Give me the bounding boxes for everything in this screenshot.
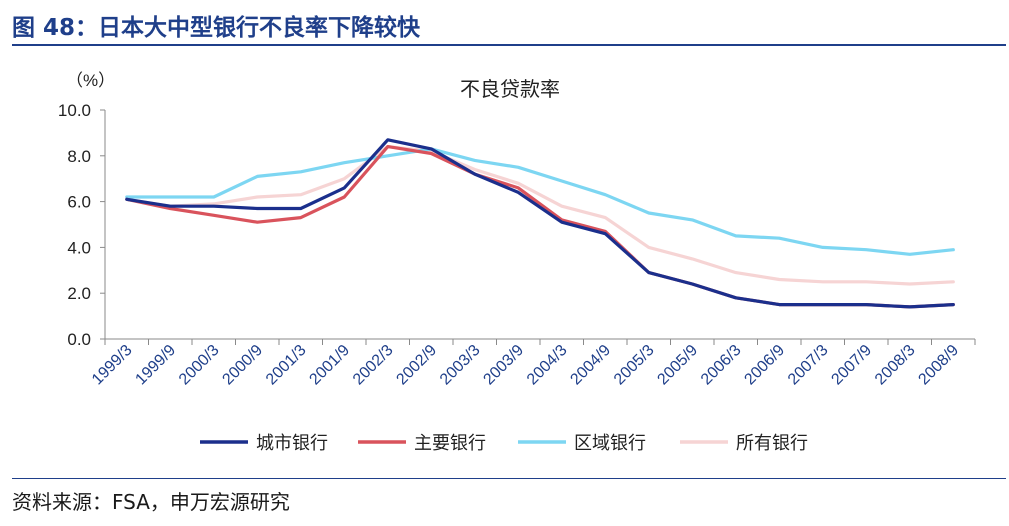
x-tick-label: 2001/9 (306, 342, 353, 389)
x-tick-label: 1999/9 (132, 342, 179, 389)
x-tick-label: 2000/9 (219, 342, 266, 389)
x-tick-label: 2002/3 (350, 342, 397, 389)
x-tick-label: 1999/3 (89, 342, 136, 389)
x-tick-label: 2005/9 (654, 342, 701, 389)
y-tick-label: 0.0 (67, 330, 91, 349)
x-tick-label: 2008/9 (915, 342, 962, 389)
x-tick-label: 2003/3 (437, 342, 484, 389)
source-rule (12, 478, 1006, 479)
legend-label: 城市银行 (256, 433, 328, 454)
series-line-3 (125, 147, 955, 256)
source-note: 资料来源：FSA，申万宏源研究 (12, 490, 290, 514)
legend: 城市银行 主要银行 区域银行 所有银行 (200, 433, 808, 454)
x-tick-label: 2008/3 (872, 342, 919, 389)
x-tick-label: 2006/9 (741, 342, 788, 389)
y-tick-label: 8.0 (67, 147, 91, 166)
x-tick-label: 2005/3 (611, 342, 658, 389)
x-tick-label: 2007/3 (785, 342, 832, 389)
x-tick-label: 2001/3 (263, 342, 310, 389)
title-rule (12, 44, 1006, 46)
legend-label: 所有银行 (736, 433, 808, 454)
y-tick-label: 2.0 (67, 284, 91, 303)
y-tick-label: 10.0 (58, 101, 91, 120)
chart-title: 不良贷款率 (460, 77, 560, 101)
y-unit-label: （%） (66, 71, 115, 90)
x-tick-label: 2006/3 (698, 342, 745, 389)
y-tick-label: 6.0 (67, 193, 91, 212)
x-tick-label: 2004/9 (567, 342, 614, 389)
legend-label: 区域银行 (574, 433, 646, 454)
x-tick-label: 2000/3 (176, 342, 223, 389)
x-tick-label: 2004/3 (524, 342, 571, 389)
axes: 0.02.04.06.08.010.01999/31999/92000/3200… (58, 101, 976, 389)
series-lines (125, 138, 955, 309)
x-tick-label: 2007/9 (828, 342, 875, 389)
x-tick-label: 2003/9 (480, 342, 527, 389)
series-line-4 (125, 145, 955, 286)
figure-title: 图 48：日本大中型银行不良率下降较快 (12, 15, 421, 41)
x-tick-label: 2002/9 (393, 342, 440, 389)
legend-label: 主要银行 (414, 433, 486, 454)
series-line-1 (125, 138, 955, 309)
y-tick-label: 4.0 (67, 238, 91, 257)
